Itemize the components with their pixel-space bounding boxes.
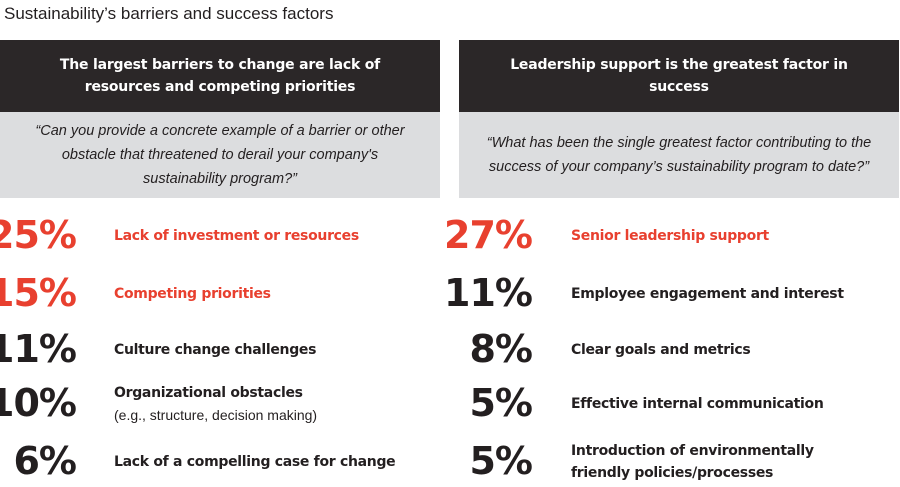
item-label-text: Clear goals and metrics (571, 342, 751, 358)
page-title: Sustainability’s barriers and success fa… (4, 4, 334, 23)
item-sublabel-text: (e.g., structure, decision making) (114, 407, 318, 423)
barrier-label-5: Lack of a compelling case for change (114, 451, 434, 473)
item-label-text: Lack of a compelling case for change (114, 454, 396, 470)
success-panel: Leadership support is the greatest facto… (459, 40, 899, 198)
success-percent-1: 27% (444, 213, 533, 257)
item-label-text: Competing priorities (114, 286, 271, 302)
barrier-percent-3: 11% (0, 327, 77, 371)
barriers-question: “Can you provide a concrete example of a… (0, 112, 440, 198)
success-label-4: Effective internal communication (571, 393, 871, 415)
barrier-percent-1: 25% (0, 213, 77, 257)
barrier-label-4: Organizational obstacles (e.g., structure… (114, 382, 434, 426)
success-percent-3: 8% (469, 327, 533, 371)
barrier-label-3: Culture change challenges (114, 339, 434, 361)
success-label-3: Clear goals and metrics (571, 339, 871, 361)
item-label-text: Introduction of environmentally friendly… (571, 443, 814, 481)
item-label-text: Culture change challenges (114, 342, 317, 358)
item-label-text: Employee engagement and interest (571, 286, 844, 302)
success-percent-5: 5% (469, 439, 533, 483)
item-label-text: Effective internal communication (571, 396, 824, 412)
success-label-1: Senior leadership support (571, 225, 871, 247)
success-label-5: Introduction of environmentally friendly… (571, 440, 871, 484)
barrier-label-2: Competing priorities (114, 283, 434, 305)
barrier-percent-5: 6% (13, 439, 77, 483)
barriers-panel: The largest barriers to change are lack … (0, 40, 440, 198)
barrier-label-1: Lack of investment or resources (114, 225, 434, 247)
item-label-text: Senior leadership support (571, 228, 769, 244)
success-label-2: Employee engagement and interest (571, 283, 871, 305)
success-percent-2: 11% (444, 271, 533, 315)
success-question: “What has been the single greatest facto… (459, 112, 899, 198)
success-percent-4: 5% (469, 381, 533, 425)
success-header: Leadership support is the greatest facto… (459, 40, 899, 112)
item-label-text: Organizational obstacles (114, 385, 303, 401)
barriers-header: The largest barriers to change are lack … (0, 40, 440, 112)
barrier-percent-4: 10% (0, 381, 77, 425)
barrier-percent-2: 15% (0, 271, 77, 315)
item-label-text: Lack of investment or resources (114, 228, 359, 244)
